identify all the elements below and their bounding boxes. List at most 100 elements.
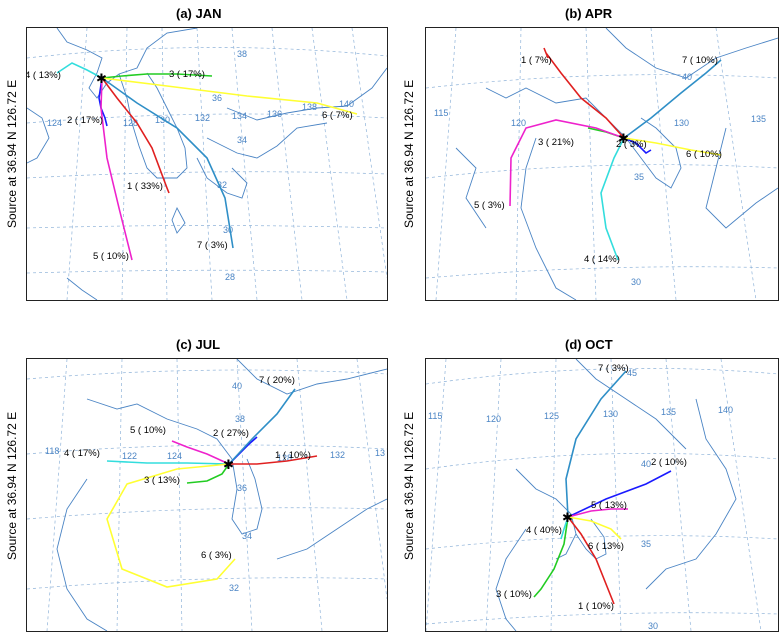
trajectory-label-7: 7 ( 20%) — [259, 375, 295, 386]
trajectory-label-2: 2 ( 27%) — [213, 428, 249, 439]
grid-label: 136 — [267, 109, 282, 119]
trajectory-3 — [186, 463, 230, 484]
trajectory-label-5: 5 ( 10%) — [130, 425, 166, 436]
trajectory-1 — [567, 516, 615, 605]
source-label-a: Source at 36.94 N 126.72 E — [5, 79, 19, 228]
map-apr: 115 120 130 135 40 35 30 ✱ 1 ( 7%) 2 ( 3… — [426, 28, 778, 300]
trajectory-4 — [560, 516, 569, 540]
trajectory-label-6: 6 ( 7%) — [322, 110, 353, 121]
trajectory-5 — [567, 508, 628, 518]
source-marker: ✱ — [223, 457, 234, 472]
trajectories: ✱ — [106, 388, 318, 588]
grid-label: 132 — [195, 113, 210, 123]
grid-label: 135 — [661, 407, 676, 417]
coastline — [56, 359, 387, 631]
grid-label: 30 — [223, 225, 233, 235]
grid-label: 130 — [155, 115, 170, 125]
grid-label: 34 — [242, 531, 252, 541]
source-label-b: Source at 36.94 N 126.72 E — [402, 79, 416, 228]
grid-label: 34 — [237, 135, 247, 145]
trajectory-label-3: 3 ( 10%) — [496, 589, 532, 600]
grid-label: 140 — [339, 99, 354, 109]
trajectory-label-4: 4 ( 13%) — [27, 70, 61, 81]
trajectory-6 — [106, 463, 236, 588]
grid-label: 115 — [428, 411, 442, 421]
trajectory-7 — [228, 388, 296, 465]
trajectories: ✱ — [533, 370, 672, 605]
grid-label: 38 — [237, 49, 247, 59]
grid-label: 134 — [232, 111, 247, 121]
trajectory-label-2: 2 ( 10%) — [651, 457, 687, 468]
grid-label: 13 — [375, 448, 385, 458]
trajectory-6 — [623, 137, 722, 156]
grid-label: 30 — [631, 277, 641, 287]
trajectory-label-1: 1 ( 7%) — [521, 55, 552, 66]
trajectory-label-2: 2 ( 17%) — [67, 115, 103, 126]
source-marker: ✱ — [96, 71, 107, 86]
grid-label: 32 — [217, 180, 227, 190]
grid-label: 140 — [718, 405, 733, 415]
panel-d-title: (d) OCT — [565, 337, 613, 352]
trajectory-1 — [101, 77, 170, 194]
graticule — [426, 28, 778, 300]
trajectory-label-6: 6 ( 3%) — [201, 550, 232, 561]
trajectory-7 — [565, 370, 627, 518]
grid-label: 128 — [123, 118, 138, 128]
grid-label: 122 — [122, 451, 137, 461]
map-panel-apr: 115 120 130 135 40 35 30 ✱ 1 ( 7%) 2 ( 3… — [425, 27, 779, 301]
grid-label: 120 — [511, 118, 526, 128]
trajectory-label-4: 4 ( 14%) — [584, 254, 620, 265]
trajectory-2 — [567, 470, 672, 518]
map-jul: 118 122 124 128 132 13 40 38 36 34 32 ✱ … — [27, 359, 387, 631]
trajectory-7 — [101, 77, 234, 249]
trajectory-4 — [56, 62, 103, 79]
trajectory-label-7: 7 ( 10%) — [682, 55, 718, 66]
grid-label: 28 — [225, 272, 235, 282]
grid-label: 40 — [232, 381, 242, 391]
grid-label: 135 — [751, 114, 766, 124]
trajectory-label-3: 3 ( 21%) — [538, 137, 574, 148]
trajectory-6 — [567, 516, 622, 540]
graticule — [27, 359, 387, 631]
graticule — [426, 359, 778, 631]
grid-label: 130 — [674, 118, 689, 128]
grid-label: 130 — [603, 409, 618, 419]
trajectory-3 — [101, 73, 213, 79]
trajectories: ✱ — [56, 62, 358, 261]
trajectory-label-1: 1 ( 33%) — [127, 181, 163, 192]
map-panel-jul: 118 122 124 128 132 13 40 38 36 34 32 ✱ … — [26, 358, 388, 632]
grid-label: 40 — [641, 459, 651, 469]
map-panel-jan: 38 36 34 32 30 28 124 128 130 132 134 13… — [26, 27, 388, 301]
grid-label: 36 — [212, 93, 222, 103]
coastline — [27, 28, 387, 300]
trajectory-5 — [509, 119, 625, 207]
map-oct: 115 120 125 130 135 140 45 40 35 30 ✱ 1 … — [426, 359, 778, 631]
trajectory-label-6: 6 ( 13%) — [588, 541, 624, 552]
trajectory-7 — [623, 59, 722, 139]
grid-label: 35 — [634, 172, 644, 182]
trajectory-label-7: 7 ( 3%) — [197, 240, 228, 251]
trajectory-label-6: 6 ( 10%) — [686, 149, 722, 160]
grid-label: 38 — [235, 414, 245, 424]
panel-c-title: (c) JUL — [176, 337, 221, 352]
trajectory-1 — [229, 455, 318, 465]
trajectories: ✱ — [509, 47, 722, 261]
trajectory-5 — [171, 440, 230, 465]
trajectory-2 — [623, 137, 652, 155]
trajectory-label-3: 3 ( 17%) — [169, 69, 205, 80]
coastline — [455, 28, 778, 300]
grid-label: 125 — [544, 411, 559, 421]
trajectory-label-5: 5 ( 13%) — [591, 500, 627, 511]
coastline — [495, 359, 737, 631]
grid-label: 40 — [682, 72, 692, 82]
grid-label: 138 — [302, 102, 317, 112]
grid-label: 35 — [641, 539, 651, 549]
trajectory-label-2: 2 ( 3%) — [616, 139, 647, 150]
trajectory-1 — [543, 47, 625, 139]
grid-label: 30 — [648, 621, 658, 631]
source-marker: ✱ — [618, 131, 629, 146]
trajectory-6 — [101, 77, 358, 115]
trajectory-label-7: 7 ( 3%) — [598, 363, 629, 374]
trajectory-label-3: 3 ( 13%) — [144, 475, 180, 486]
panel-a-title: (a) JAN — [176, 6, 222, 21]
